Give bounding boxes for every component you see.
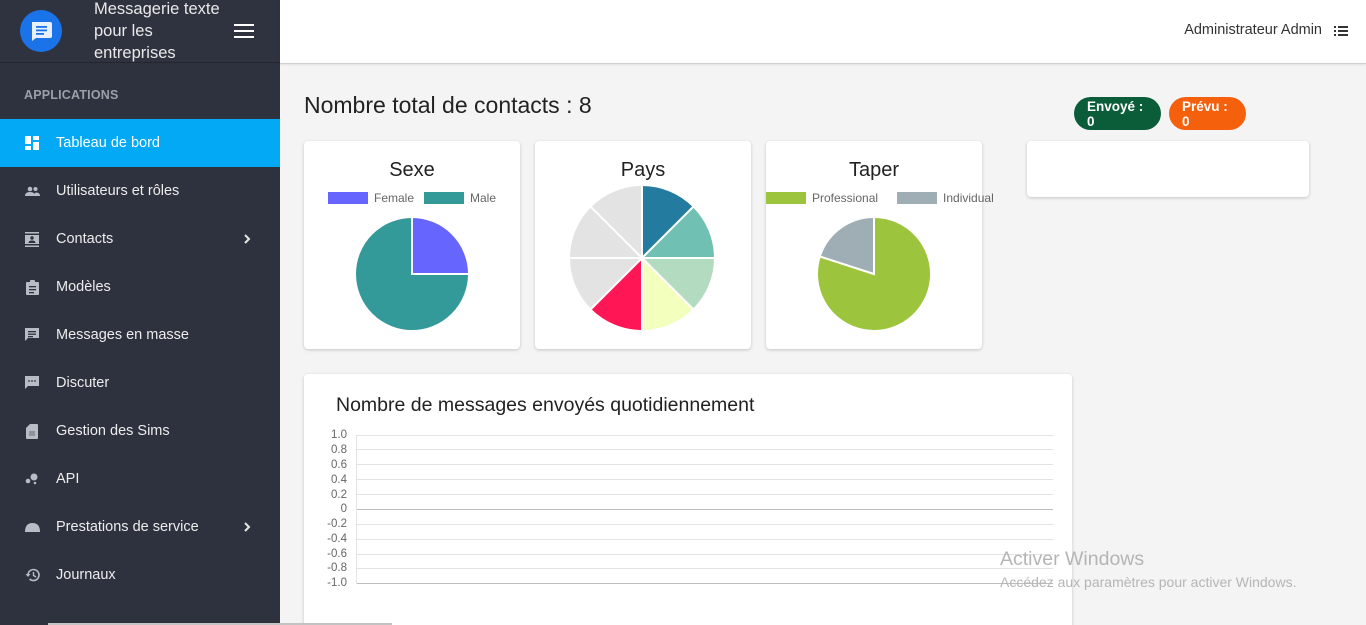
scheduled-count-badge: Prévu : 0 (1169, 97, 1246, 130)
chart-title: Taper (848, 159, 900, 181)
sidebar-item-label: Discuter (56, 375, 110, 391)
legend-label: Professional (812, 191, 879, 205)
sidebar-item-contacts[interactable]: Contacts (0, 215, 280, 263)
country-pie-chart[interactable] (568, 184, 716, 332)
people-icon (24, 183, 40, 199)
y-tick: 0.4 (331, 474, 347, 486)
gridline (356, 554, 1053, 555)
zero-line (356, 509, 1053, 510)
type-pie-chart[interactable] (815, 215, 933, 333)
sidebar-item-users-roles[interactable]: Utilisateurs et rôles (0, 167, 280, 215)
legend-swatch (897, 192, 938, 204)
chart-legend: Female Male (304, 191, 520, 205)
gridline (356, 524, 1053, 525)
sidebar-item-label: Prestations de service (56, 519, 199, 535)
top-bar: Administrateur Admin (280, 0, 1366, 64)
gridline (356, 479, 1053, 480)
daily-messages-chart-card: Nombre de messages envoyés quotidienneme… (304, 374, 1072, 625)
sidebar-item-chat[interactable]: Discuter (0, 359, 280, 407)
dashboard-icon (24, 135, 40, 151)
legend-item-individual[interactable]: Individual (897, 191, 994, 205)
history-icon (24, 567, 40, 583)
legend-label: Individual (943, 191, 994, 205)
legend-item-professional[interactable]: Professional (766, 191, 878, 205)
gridline (356, 435, 1053, 436)
sent-count-badge: Envoyé : 0 (1074, 97, 1161, 130)
y-tick: -1.0 (327, 577, 347, 589)
app-title: Messagerie texte pour les entreprises (94, 0, 220, 62)
sidebar-section-label: APPLICATIONS (24, 88, 119, 102)
list-icon[interactable] (1334, 25, 1348, 37)
y-axis-line (356, 435, 357, 584)
sidebar-nav: Tableau de bord Utilisateurs et rôles Co… (0, 119, 280, 599)
gridline (356, 568, 1053, 569)
sidebar-item-label: Journaux (56, 567, 116, 583)
sidebar-item-templates[interactable]: Modèles (0, 263, 280, 311)
sidebar-item-services[interactable]: Prestations de service (0, 503, 280, 551)
gender-pie-chart[interactable] (353, 215, 471, 333)
message-icon (24, 327, 40, 343)
menu-toggle-icon[interactable] (234, 24, 254, 39)
chevron-right-icon (244, 522, 251, 532)
sidebar-item-bulk-messages[interactable]: Messages en masse (0, 311, 280, 359)
y-tick: 0.8 (331, 444, 347, 456)
message-icon (32, 22, 52, 41)
legend-item-male[interactable]: Male (424, 191, 496, 205)
sidebar-item-label: Messages en masse (56, 327, 189, 343)
chart-title: Pays (620, 159, 666, 181)
eject-icon (24, 519, 40, 535)
sidebar-item-label: Tableau de bord (56, 135, 160, 151)
country-chart-card: Pays (535, 141, 751, 349)
chart-title: Nombre de messages envoyés quotidienneme… (336, 394, 755, 416)
chart-title: Sexe (389, 159, 435, 181)
legend-swatch (327, 192, 368, 204)
windows-activation-watermark: Activer Windows Accédez aux paramètres p… (1000, 548, 1296, 590)
contact-card-icon (24, 231, 40, 247)
chat-icon (24, 375, 40, 391)
api-icon (24, 471, 40, 487)
sidebar-item-dashboard[interactable]: Tableau de bord (0, 119, 280, 167)
sidebar-item-label: Modèles (56, 279, 111, 295)
y-tick: 0.2 (331, 489, 347, 501)
legend-swatch (424, 192, 464, 204)
sidebar-item-logs[interactable]: Journaux (0, 551, 280, 599)
sim-card-icon (24, 423, 40, 439)
y-tick: -0.4 (327, 533, 347, 545)
gridline (356, 449, 1053, 450)
total-contacts-heading: Nombre total de contacts : 8 (304, 92, 592, 118)
y-tick: -0.6 (327, 548, 347, 560)
watermark-subtitle: Accédez aux paramètres pour activer Wind… (1000, 574, 1297, 590)
y-tick: -0.2 (327, 518, 347, 530)
y-tick: 0.6 (331, 459, 347, 471)
y-tick: -0.8 (327, 562, 347, 574)
x-axis-line (356, 583, 1053, 584)
gridline (356, 539, 1053, 540)
legend-label: Male (470, 191, 497, 205)
sidebar-item-label: Contacts (56, 231, 114, 247)
type-chart-card: Taper Professional Individual (766, 141, 994, 349)
y-tick: 1.0 (331, 429, 347, 441)
chart-legend: Professional Individual (766, 191, 994, 205)
gridline (356, 464, 1053, 465)
legend-item-female[interactable]: Female (327, 191, 414, 205)
horizontal-scrollbar[interactable] (48, 623, 392, 625)
empty-card (1027, 141, 1309, 197)
user-name[interactable]: Administrateur Admin (1184, 22, 1322, 38)
gender-chart-card: Sexe Female Male (304, 141, 520, 349)
gridline (356, 494, 1053, 495)
clipboard-icon (24, 279, 40, 295)
y-tick: 0 (340, 503, 347, 515)
sidebar-item-label: Utilisateurs et rôles (56, 183, 180, 199)
sidebar-header: Messagerie texte pour les entreprises (0, 0, 280, 63)
legend-label: Female (373, 191, 414, 205)
app-logo[interactable] (20, 10, 62, 52)
watermark-title: Activer Windows (1000, 548, 1145, 570)
chevron-right-icon (244, 234, 251, 244)
sidebar: Messagerie texte pour les entreprises AP… (0, 0, 280, 625)
legend-swatch (766, 192, 806, 204)
sidebar-item-api[interactable]: API (0, 455, 280, 503)
sidebar-item-label: Gestion des Sims (56, 423, 170, 439)
sidebar-item-sim-management[interactable]: Gestion des Sims (0, 407, 280, 455)
sidebar-item-label: API (56, 471, 80, 487)
